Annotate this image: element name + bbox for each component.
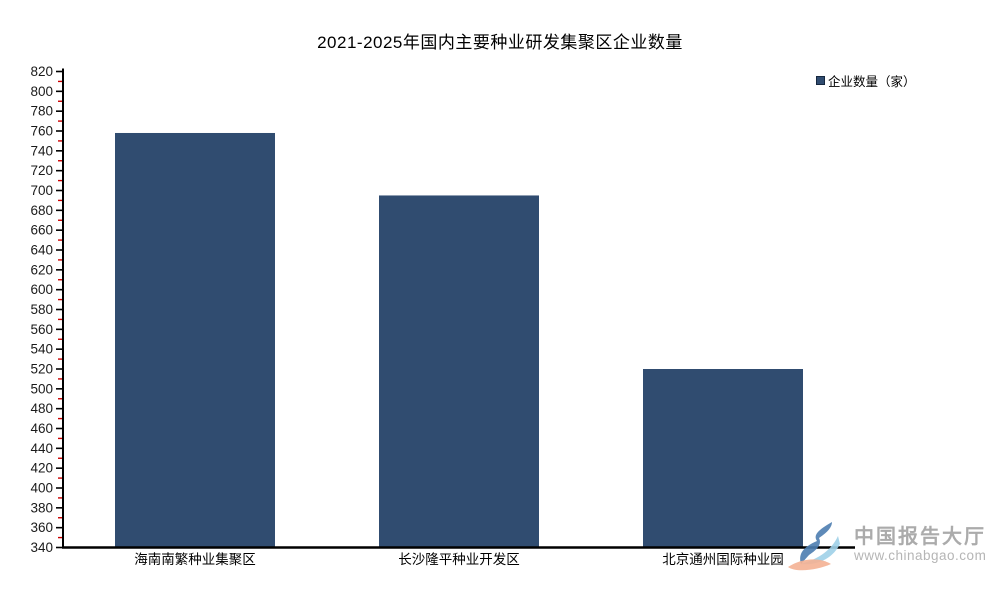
y-tick-label: 520: [30, 362, 53, 377]
y-tick-label: 560: [30, 322, 53, 337]
y-tick-label: 400: [30, 481, 53, 496]
legend: 企业数量（家）: [816, 71, 916, 90]
y-tick-label: 780: [30, 104, 53, 119]
watermark-url: www.chinabgao.com: [854, 548, 987, 563]
x-category-label: 北京通州国际种业园: [662, 552, 784, 567]
y-tick-label: 760: [30, 124, 53, 139]
y-tick-label: 820: [30, 64, 53, 79]
y-tick-label: 580: [30, 302, 53, 317]
y-tick-label: 620: [30, 262, 53, 277]
y-tick-label: 460: [30, 421, 53, 436]
bar: [115, 132, 275, 548]
y-tick-label: 340: [30, 540, 53, 555]
watermark-title: 中国报告大厅: [854, 526, 986, 548]
y-tick-label: 680: [30, 203, 53, 218]
y-tick-label: 440: [30, 441, 53, 456]
x-category-label: 长沙隆平种业开发区: [398, 552, 520, 567]
legend-marker-icon: [816, 76, 825, 85]
x-category-label: 海南南繁种业集聚区: [134, 552, 256, 567]
bar: [643, 369, 803, 548]
watermark: 中国报告大厅 www.chinabgao.com: [786, 520, 986, 582]
y-tick-label: 660: [30, 223, 53, 238]
y-tick-label: 380: [30, 500, 53, 515]
y-tick-label: 480: [30, 401, 53, 416]
y-tick-label: 800: [30, 84, 53, 99]
bar: [379, 195, 539, 548]
chart-title: 2021-2025年国内主要种业研发集聚区企业数量: [317, 33, 683, 52]
y-tick-label: 600: [30, 282, 53, 297]
y-tick-label: 700: [30, 183, 53, 198]
y-tick-label: 640: [30, 243, 53, 258]
y-tick-label: 500: [30, 381, 53, 396]
y-tick-label: 420: [30, 461, 53, 476]
watermark-text: 中国报告大厅 www.chinabgao.com: [854, 526, 986, 564]
y-tick-label: 720: [30, 163, 53, 178]
y-tick-label: 740: [30, 143, 53, 158]
chinabgao-logo-icon: [788, 522, 840, 571]
y-tick-label: 540: [30, 342, 53, 357]
legend-label: 企业数量（家）: [828, 75, 916, 89]
y-tick-label: 360: [30, 520, 53, 535]
